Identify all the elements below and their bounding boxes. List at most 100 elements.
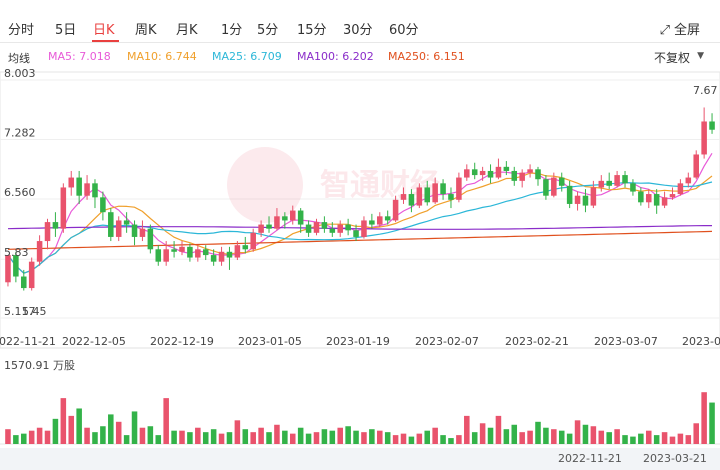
candle-body <box>479 170 486 176</box>
volume-bar <box>495 415 502 444</box>
candle-body <box>669 194 676 198</box>
range-navigator[interactable] <box>0 448 720 470</box>
candle-body <box>709 121 715 130</box>
volume-bar <box>108 414 114 444</box>
candle-body <box>258 224 264 233</box>
low-annotation: 5.45 <box>22 305 47 318</box>
price-area-frame <box>0 71 720 349</box>
candle-body <box>305 224 312 233</box>
chevron-down-icon[interactable]: ▼ <box>697 51 704 61</box>
volume-bar <box>218 433 225 444</box>
candle-body <box>218 251 225 262</box>
candle-body <box>645 194 652 203</box>
candle-body <box>677 183 684 195</box>
volume-bar <box>329 430 336 444</box>
candle-body <box>693 154 699 178</box>
volume-bar <box>590 426 597 444</box>
volume-bar <box>131 411 138 444</box>
candle-body <box>313 222 320 233</box>
candle-body <box>171 249 177 252</box>
candle-body <box>289 210 296 221</box>
candle-body <box>566 185 573 204</box>
tab-2[interactable]: 日K <box>93 23 115 38</box>
candle-body <box>28 261 35 289</box>
candle-body <box>471 169 478 176</box>
candle-body <box>131 224 138 237</box>
volume-bar <box>297 427 304 444</box>
volume-bar <box>266 432 272 444</box>
x-tick-label: 2022-12-19 <box>150 335 214 348</box>
volume-bar <box>76 408 82 444</box>
tab-9[interactable]: 60分 <box>389 23 419 38</box>
volume-bar <box>202 432 209 444</box>
tab-8[interactable]: 30分 <box>343 23 373 38</box>
volume-bar <box>13 435 19 444</box>
volume-bar <box>653 435 660 444</box>
candle-body <box>108 212 114 237</box>
y-tick-label: 7.282 <box>4 126 36 139</box>
volume-bar <box>701 392 707 444</box>
volume-bar <box>321 429 328 444</box>
candle-body <box>92 183 98 198</box>
volume-bar <box>52 418 59 444</box>
volume-bar <box>226 432 233 444</box>
x-tick-label: 2023-01-19 <box>326 335 390 348</box>
candle-body <box>622 175 628 184</box>
volume-bar <box>630 436 636 444</box>
volume-bar <box>21 433 27 444</box>
fullscreen-label: 全屏 <box>673 23 700 38</box>
tab-6[interactable]: 5分 <box>257 23 279 38</box>
candle-body <box>598 180 605 188</box>
volume-bar <box>661 432 668 444</box>
candle-body <box>345 224 351 231</box>
candle-body <box>701 121 707 155</box>
volume-bar <box>250 432 256 444</box>
tab-3[interactable]: 周K <box>135 23 157 38</box>
volume-bar <box>527 430 533 444</box>
volume-bar <box>179 430 185 444</box>
volume-bar <box>551 429 557 444</box>
fullscreen-button[interactable]: ⤢ 全屏 <box>660 19 700 38</box>
tab-7[interactable]: 15分 <box>297 23 327 38</box>
range-start-date: 2022-11-21 <box>558 452 622 465</box>
volume-bar <box>677 433 684 444</box>
candle-body <box>44 222 51 242</box>
range-end-date: 2023-03-21 <box>643 452 707 465</box>
expand-icon: ⤢ <box>659 23 670 38</box>
candle-body <box>543 179 549 196</box>
volume-bar <box>139 427 146 444</box>
candle-body <box>369 220 375 225</box>
adjust-select[interactable]: 不复权 <box>653 51 690 65</box>
candle-body <box>487 170 494 178</box>
ma250-line <box>7 230 713 250</box>
x-tick-label: 2022-11-21 <box>0 335 56 348</box>
candle-body <box>21 276 27 289</box>
toolbar-divider <box>0 42 720 43</box>
tab-1[interactable]: 5日 <box>55 23 77 38</box>
volume-bar <box>606 432 612 444</box>
volume-bar <box>115 421 122 444</box>
high-annotation: 7.67 <box>693 84 718 97</box>
volume-bar <box>432 427 438 444</box>
volume-bar <box>5 429 11 444</box>
candle-body <box>456 177 462 200</box>
candle-body <box>337 224 343 233</box>
tab-5[interactable]: 1分 <box>221 23 243 38</box>
x-tick-label: 2023-02-07 <box>415 335 479 348</box>
volume-bar <box>543 427 549 444</box>
ma100-line <box>7 225 712 230</box>
volume-bar <box>638 433 644 444</box>
volume-bar <box>361 432 367 444</box>
ma-legend: 均线 MA5: 7.018 MA10: 6.744 MA25: 6.709 MA… <box>0 50 720 68</box>
x-tick-label: 2023-02-21 <box>505 335 569 348</box>
period-tabs: 分时 5日 日K 周K 月K 1分 5分 15分 30分 60分 ⤢ 全屏 <box>0 0 720 42</box>
tab-0[interactable]: 分时 <box>8 23 35 38</box>
volume-bar <box>187 432 193 444</box>
volume-bar <box>123 435 130 444</box>
tab-4[interactable]: 月K <box>176 23 198 38</box>
candle-body <box>582 195 589 206</box>
volume-bar <box>574 420 581 444</box>
candle-body <box>202 249 209 256</box>
candle-body <box>123 220 130 225</box>
